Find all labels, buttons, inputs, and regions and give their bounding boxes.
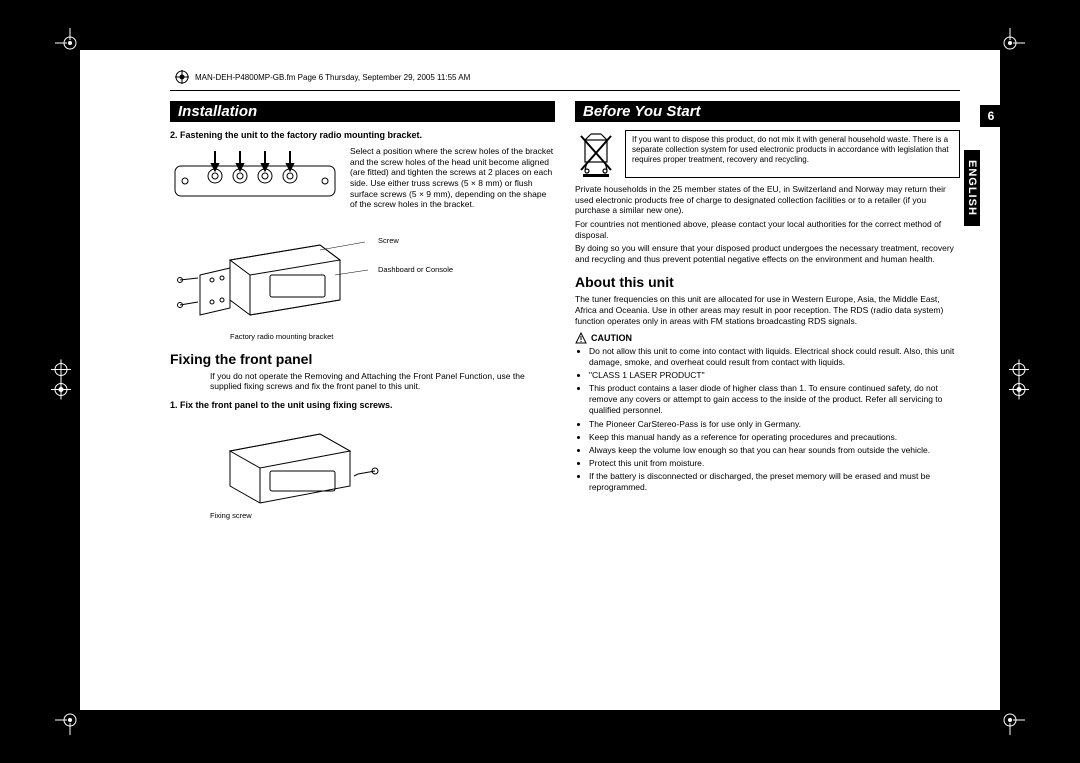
para3: By doing so you will ensure that your di… — [575, 243, 960, 264]
section-installation: Installation — [170, 101, 555, 122]
page-container: MAN-DEH-P4800MP-GB.fm Page 6 Thursday, S… — [0, 0, 1080, 763]
fixing-screw-svg — [210, 416, 380, 506]
fixing-text: If you do not operate the Removing and A… — [210, 371, 555, 392]
figure-fixing-screw: Fixing screw — [210, 416, 555, 520]
sheet: MAN-DEH-P4800MP-GB.fm Page 6 Thursday, S… — [80, 50, 1000, 710]
caution-row: CAUTION — [575, 332, 960, 344]
right-column: Before You Start If you want — [575, 101, 960, 530]
para1: Private households in the 25 member stat… — [575, 184, 960, 216]
figure-bracket-iso: Screw Dashboard or Console — [170, 220, 555, 330]
bullet-0: Do not allow this unit to come into cont… — [589, 346, 960, 368]
left-column: Installation 2. Fastening the unit to th… — [170, 101, 555, 530]
reg-mark-right — [1006, 359, 1032, 404]
header-line: MAN-DEH-P4800MP-GB.fm Page 6 Thursday, S… — [175, 70, 970, 84]
about-text: The tuner frequencies on this unit are a… — [575, 294, 960, 326]
page-number: 6 — [980, 105, 1002, 127]
bracket-top-svg — [170, 146, 340, 206]
header-icon — [175, 70, 189, 84]
caution-bullets: Do not allow this unit to come into cont… — [575, 346, 960, 493]
reg-mark-left — [48, 359, 74, 404]
step2-title: 2. Fastening the unit to the factory rad… — [170, 130, 555, 140]
bullet-6: Protect this unit from moisture. — [589, 458, 960, 469]
step2-text: Select a position where the screw holes … — [350, 146, 555, 210]
fig2-label: Fixing screw — [210, 511, 555, 520]
bullet-3: The Pioneer CarStereo-Pass is for use on… — [589, 419, 960, 430]
caution-label: CAUTION — [591, 333, 632, 343]
fig1-label-bracket: Factory radio mounting bracket — [230, 332, 555, 341]
caution-icon — [575, 332, 587, 344]
fig1-label-dash: Dashboard or Console — [378, 265, 453, 274]
about-heading: About this unit — [575, 274, 960, 290]
bullet-4: Keep this manual handy as a reference fo… — [589, 432, 960, 443]
subheading-fixing: Fixing the front panel — [170, 351, 555, 367]
columns: Installation 2. Fastening the unit to th… — [170, 101, 960, 530]
language-tab: ENGLISH — [964, 150, 980, 226]
fig1-label-screw: Screw — [378, 236, 453, 245]
weee-box: If you want to dispose this product, do … — [575, 130, 960, 178]
bullet-5: Always keep the volume low enough so tha… — [589, 445, 960, 456]
para2: For countries not mentioned above, pleas… — [575, 219, 960, 240]
figure-bracket-top: Select a position where the screw holes … — [170, 146, 555, 210]
weee-icon — [575, 130, 617, 178]
header-text: MAN-DEH-P4800MP-GB.fm Page 6 Thursday, S… — [195, 73, 470, 82]
bracket-iso-svg — [170, 220, 370, 330]
step1-title: 1. Fix the front panel to the unit using… — [170, 400, 555, 410]
bullet-7: If the battery is disconnected or discha… — [589, 471, 960, 493]
section-before-you-start: Before You Start — [575, 101, 960, 122]
header-rule — [170, 90, 960, 91]
weee-text: If you want to dispose this product, do … — [625, 130, 960, 178]
bullet-2: This product contains a laser diode of h… — [589, 383, 960, 416]
bullet-1: "CLASS 1 LASER PRODUCT" — [589, 370, 960, 381]
